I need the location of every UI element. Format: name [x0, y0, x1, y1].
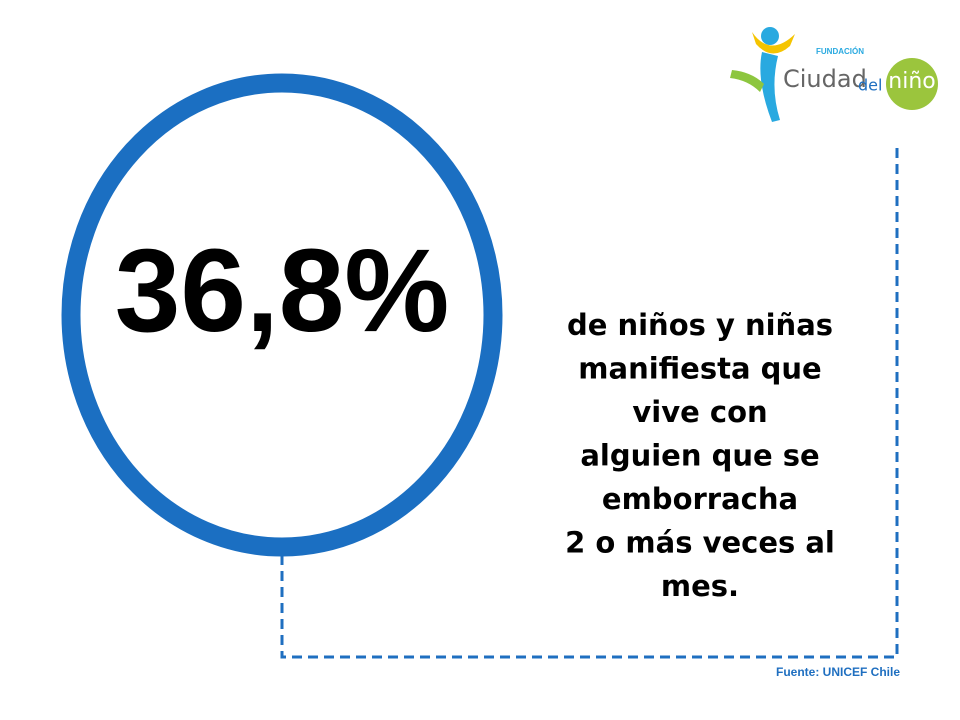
logo-head [761, 27, 779, 45]
dashed-connector [280, 145, 899, 659]
logo: FUNDACIÓN Ciudad del niño [730, 27, 938, 122]
stat-value: 36,8% [115, 225, 450, 357]
description: de niños y niñas manifiesta que vive con al… [565, 308, 835, 603]
logo-name: Ciudad [783, 65, 867, 93]
source: Fuente: UNICEF Chile [776, 665, 900, 679]
description-line: mes. [661, 569, 739, 603]
logo-leg [730, 70, 764, 92]
description-line: manifiesta que [578, 352, 821, 386]
logo-middle: del [858, 76, 882, 95]
logo-arms [752, 32, 795, 54]
logo-top: FUNDACIÓN [816, 47, 864, 56]
logo-end: niño [888, 69, 935, 94]
description-line: alguien que se [580, 439, 819, 473]
description-line: emborracha [602, 482, 798, 516]
description-line: 2 o más veces al [565, 526, 835, 560]
description-line: vive con [632, 395, 767, 429]
logo-body [760, 52, 780, 122]
logo-circle [886, 58, 938, 110]
stat-circle [61, 73, 503, 557]
description-line: de niños y niñas [567, 308, 833, 342]
